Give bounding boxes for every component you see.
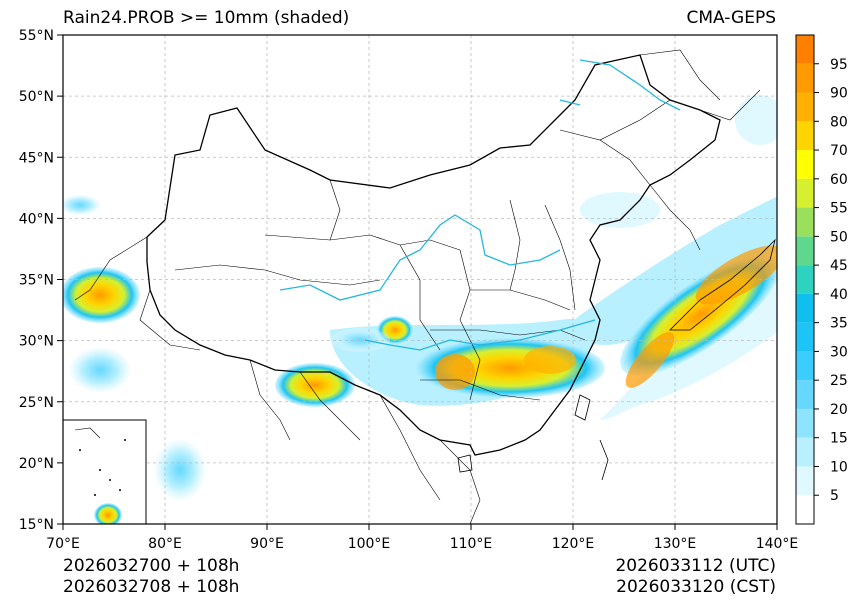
map-title: Rain24.PROB >= 10mm (shaded) <box>63 8 350 28</box>
lat-label: 55°N <box>19 28 54 44</box>
colorbar-segment <box>796 437 814 467</box>
lon-label: 80°E <box>148 536 182 552</box>
colorbar-label: 40 <box>830 287 848 303</box>
init-time-block: 2026032700 + 108h 2026032708 + 108h <box>63 556 239 598</box>
colorbar-label: 20 <box>830 402 848 418</box>
colorbar-segment <box>796 351 814 381</box>
colorbar-segment <box>796 380 814 409</box>
colorbar-label: 45 <box>830 258 848 274</box>
longitude-axis: 70°E 80°E 90°E 100°E 110°E 120°E 130°E 140°E <box>46 524 798 552</box>
lon-label: 100°E <box>348 536 391 552</box>
colorbar-segment <box>796 63 814 93</box>
init-time-cst: 2026032708 + 108h <box>63 577 240 597</box>
colorbar-label: 70 <box>830 143 848 159</box>
colorbar-segment <box>796 121 814 151</box>
colorbar-segment <box>796 293 814 323</box>
colorbar-segment <box>796 265 814 294</box>
colorbar-segment <box>796 150 814 179</box>
south-china-sea-inset <box>63 419 147 524</box>
colorbar-segment <box>796 322 814 352</box>
lat-label: 15°N <box>19 517 54 533</box>
lat-label: 50°N <box>19 89 54 105</box>
lon-label: 120°E <box>552 536 595 552</box>
colorbar-label: 30 <box>830 344 848 360</box>
colorbar-label: 15 <box>830 431 848 447</box>
colorbar-label: 90 <box>830 86 848 102</box>
lat-label: 20°N <box>19 456 54 472</box>
colorbar-label: 10 <box>830 459 848 475</box>
lat-label: 45°N <box>19 150 54 166</box>
colorbar-label: 50 <box>830 229 848 245</box>
colorbar-label: 95 <box>830 57 848 73</box>
valid-time-utc: 2026033112 (UTC) <box>615 556 776 576</box>
colorbar-label: 5 <box>830 488 839 504</box>
colorbar-segment <box>796 92 814 122</box>
colorbar-segment <box>796 236 814 266</box>
init-time-utc: 2026032700 + 108h <box>63 556 240 576</box>
valid-time-cst: 2026033120 (CST) <box>616 577 776 597</box>
colorbar-label: 55 <box>830 201 848 217</box>
colorbar-segment <box>796 178 814 208</box>
colorbar: 5 10 15 20 25 30 35 40 45 50 55 60 70 80 90 95 <box>795 34 848 525</box>
lat-label: 25°N <box>19 395 54 411</box>
lat-label: 40°N <box>19 211 54 227</box>
colorbar-frame <box>795 34 815 525</box>
lat-label: 30°N <box>19 334 54 350</box>
colorbar-label: 25 <box>830 373 848 389</box>
colorbar-label: 60 <box>830 172 848 188</box>
rivers <box>279 59 681 351</box>
latitude-axis: 55°N 50°N 45°N 40°N 35°N 30°N 25°N 20°N 15°N <box>19 28 63 533</box>
lon-label: 140°E <box>756 536 799 552</box>
lon-label: 70°E <box>46 536 80 552</box>
colorbar-segment <box>796 207 814 237</box>
lon-label: 110°E <box>450 536 493 552</box>
colorbar-segment <box>796 35 814 64</box>
lon-label: 130°E <box>654 536 697 552</box>
colorbar-segment <box>796 495 814 524</box>
model-name: CMA-GEPS <box>686 8 776 28</box>
lat-label: 35°N <box>19 273 54 289</box>
colorbar-segment <box>796 466 814 496</box>
valid-time-block: 2026033112 (UTC) 2026033120 (CST) <box>615 556 776 598</box>
colorbar-segment <box>796 408 814 438</box>
rain-probability-shading <box>63 95 777 524</box>
coastlines-and-borders <box>74 49 776 524</box>
lon-label: 90°E <box>250 536 284 552</box>
colorbar-label: 80 <box>830 114 848 130</box>
colorbar-label: 35 <box>830 316 848 332</box>
